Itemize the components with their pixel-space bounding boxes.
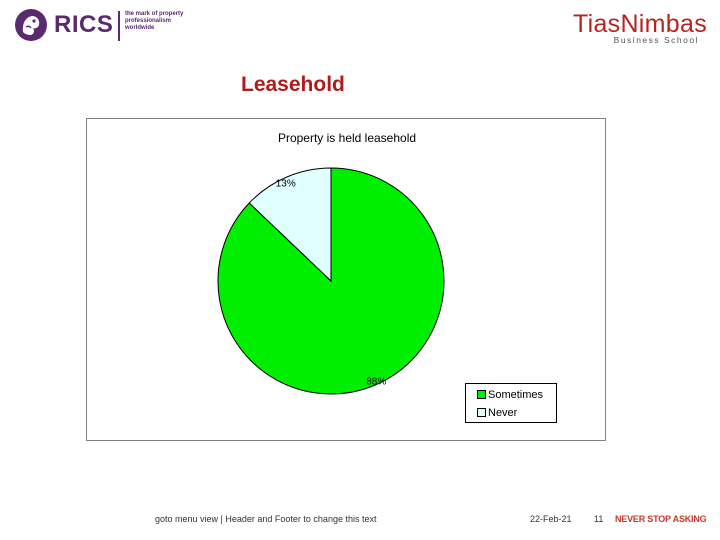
tiasnimbas-subtitle: Business School	[613, 35, 699, 45]
chart-frame: Property is held leasehold 88% 13% Someti…	[86, 118, 606, 441]
legend-swatch-sometimes	[477, 389, 486, 399]
header: RICS the mark of property professionalis…	[0, 0, 720, 60]
rics-tagline: the mark of property professionalism wor…	[125, 11, 184, 31]
pie-chart: 88% 13%	[217, 167, 445, 395]
footer-note: goto menu view | Header and Footer to ch…	[155, 514, 377, 524]
tiasnimbas-wordmark: TiasNimbas	[572, 10, 707, 38]
chart-legend: Sometimes Never	[465, 383, 557, 423]
footer-slogan: NEVER STOP ASKING	[615, 514, 707, 524]
chart-title: Property is held leasehold	[277, 131, 417, 145]
rics-logo: RICS the mark of property professionalis…	[14, 8, 183, 42]
page-number: 11	[594, 514, 604, 524]
tiasnimbas-logo: TiasNimbas Business School	[572, 10, 707, 50]
pie-slice-never	[248, 167, 332, 283]
slide-title: Leasehold	[241, 73, 345, 96]
legend-label-sometimes: Sometimes	[488, 389, 544, 401]
legend-swatch-never	[477, 407, 486, 417]
rics-lion-icon	[15, 9, 47, 41]
rics-divider	[118, 11, 120, 41]
legend-label-never: Never	[488, 407, 518, 419]
footer-date: 22-Feb-21	[530, 514, 572, 524]
rics-wordmark: RICS	[54, 11, 114, 38]
legend-item-sometimes: Sometimes	[477, 388, 543, 402]
legend-item-never: Never	[477, 406, 517, 420]
pie-label-sometimes: 88%	[366, 377, 386, 388]
pie-label-never: 13%	[276, 178, 296, 189]
